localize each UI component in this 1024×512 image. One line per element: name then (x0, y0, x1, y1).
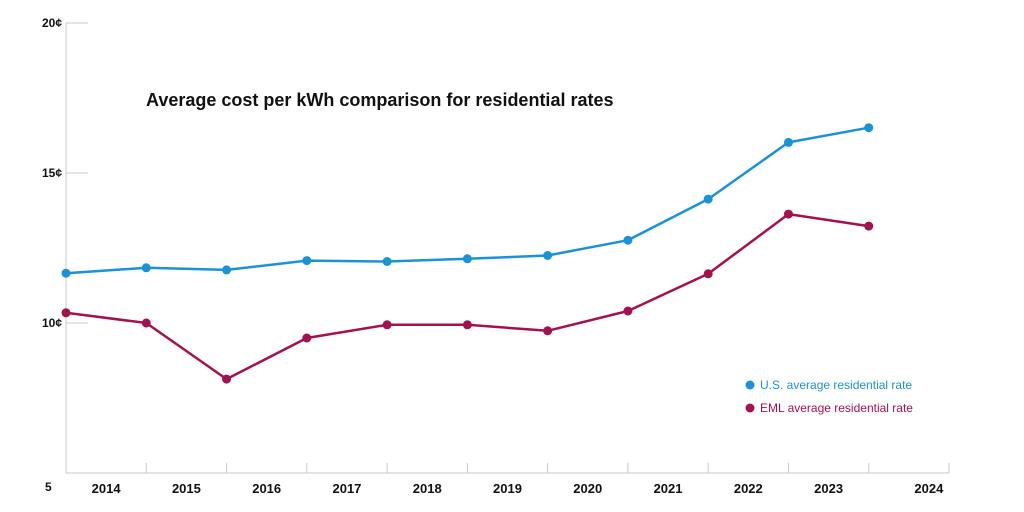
legend: U.S. average residential rate EML average… (745, 378, 913, 415)
data-point (141, 318, 151, 328)
data-point (703, 194, 713, 204)
x-tick-label: 2020 (573, 481, 602, 496)
data-point (141, 263, 151, 273)
data-point (462, 320, 472, 330)
data-point (61, 308, 71, 318)
data-point (222, 265, 232, 275)
data-point (864, 123, 874, 133)
x-tick-label: 2022 (734, 481, 763, 496)
x-tick-label: 2023 (814, 481, 843, 496)
y-tick-label: 15¢ (42, 166, 62, 180)
y-tick-label: 20¢ (42, 16, 62, 30)
data-point (543, 326, 553, 336)
y-tick-label: 5 (45, 480, 52, 494)
chart-title: Average cost per kWh comparison for resi… (146, 90, 613, 110)
data-point (623, 235, 633, 245)
y-tick-label: 10¢ (42, 316, 62, 330)
series-line-0 (65, 126, 869, 275)
x-tick-label: 2014 (92, 481, 122, 496)
series-line-1 (65, 212, 869, 381)
data-point (623, 306, 633, 316)
series-layer (61, 123, 874, 384)
data-point (382, 257, 392, 266)
data-point (302, 333, 312, 343)
x-tick-label: 2015 (172, 481, 201, 496)
axes: 5 10¢ 15¢ 20¢ 2014 2015 2016 2017 2018 2019 2020 20… (42, 16, 950, 496)
data-point (864, 221, 874, 231)
legend-label-1: EML average residential rate (760, 401, 913, 415)
x-tick-label: 2021 (654, 481, 683, 496)
legend-marker-1 (745, 403, 755, 413)
data-point (61, 268, 71, 278)
data-point (783, 209, 793, 219)
data-point (543, 251, 553, 260)
data-point (222, 374, 232, 384)
x-tick-label: 2017 (332, 481, 361, 496)
x-tick-label: 2019 (493, 481, 522, 496)
x-tick-label: 2024 (914, 481, 944, 496)
data-point (703, 269, 713, 279)
data-point (783, 137, 793, 147)
x-tick-label: 2018 (413, 481, 442, 496)
data-point (382, 320, 392, 330)
legend-marker-0 (745, 380, 755, 390)
data-point (462, 254, 472, 264)
data-point (302, 256, 312, 266)
x-tick-label: 2016 (252, 481, 281, 496)
legend-label-0: U.S. average residential rate (760, 378, 912, 392)
